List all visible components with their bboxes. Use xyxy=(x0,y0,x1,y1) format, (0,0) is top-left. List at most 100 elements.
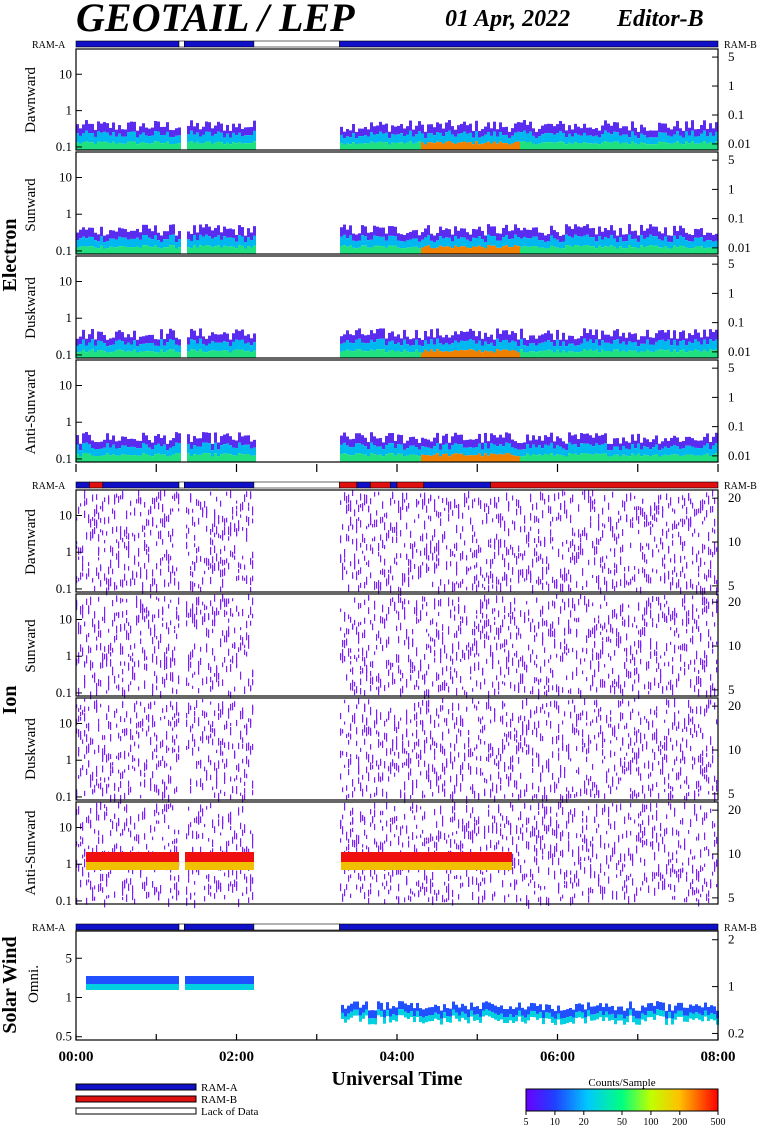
spectrogram-1-3 xyxy=(76,802,718,909)
y-tick-right-1-0-0: 20 xyxy=(728,490,741,505)
y-tick-right-0-2-0: 5 xyxy=(728,256,735,271)
mode-bar-1-1 xyxy=(89,481,104,489)
mode-bar-1-3 xyxy=(178,481,185,489)
panel-frame-1-0 xyxy=(75,489,719,593)
y-tick-right-1-3-2: 5 xyxy=(728,890,735,905)
y-tick-left-0-2-2: 0.1 xyxy=(56,347,72,362)
ram-label-sw-right: RAM-B xyxy=(724,923,757,934)
group-label-solar-wind: Solar Wind xyxy=(0,936,21,1033)
mode-bar-1-11 xyxy=(423,481,491,489)
y-tick-left-1-2-1: 1 xyxy=(66,752,73,767)
y-tick-right-0-3-2: 0.1 xyxy=(728,419,744,434)
panel-frame-1-3 xyxy=(75,801,719,905)
plot-title: GEOTAIL / LEP xyxy=(76,0,355,40)
colorbar-gradient xyxy=(525,1088,719,1112)
y-tick-right-0-0-1: 1 xyxy=(728,78,735,93)
spectrogram-0-2 xyxy=(76,328,718,358)
svg-text:Solar Wind: Solar Wind xyxy=(0,936,21,1033)
y-tick-right-0-3-0: 5 xyxy=(728,360,735,375)
mode-bar-2-2 xyxy=(184,923,255,931)
y-tick-left-1-0-1: 1 xyxy=(66,544,73,559)
y-tick-left-0-3-0: 10 xyxy=(59,378,72,393)
mode-bar-1-4 xyxy=(184,481,255,489)
mode-bar-2-3 xyxy=(253,923,340,931)
panel-frame-0-0 xyxy=(75,48,719,151)
mode-bar-1-8 xyxy=(369,481,391,489)
panel-label-e-duskward: Duskward xyxy=(23,277,39,339)
y-tick-right-0-3-1: 1 xyxy=(728,389,735,404)
y-tick-right-1-2-1: 10 xyxy=(728,742,741,757)
mode-bar-1-9 xyxy=(390,481,398,489)
x-tick-label-1: 02:00 xyxy=(219,1049,254,1065)
y-tick-left-0-1-1: 1 xyxy=(66,206,73,221)
y-tick-right-0-3-3: 0.01 xyxy=(728,448,751,463)
panel-label-sw-omni: Omni. xyxy=(26,965,42,1003)
mode-bar-1-10 xyxy=(396,481,425,489)
y-tick-right-1-0-1: 10 xyxy=(728,534,741,549)
colorbar-tick-0: 5 xyxy=(524,1117,529,1128)
svg-text:Electron: Electron xyxy=(0,219,21,292)
panel-label-i-sunward: Sunward xyxy=(23,619,39,673)
panel-frame-1-1 xyxy=(75,593,719,697)
legend-label-ram-b: RAM-B xyxy=(201,1094,237,1106)
y-tick-left-0-3-1: 1 xyxy=(66,414,73,429)
y-tick-left-1-3-0: 10 xyxy=(59,820,72,835)
x-tick-label-0: 00:00 xyxy=(59,1049,94,1065)
ram-label-sw-left: RAM-A xyxy=(32,923,66,934)
panel-label-e-sunward: Sunward xyxy=(23,178,39,232)
y-tick-right-0-1-0: 5 xyxy=(728,152,735,167)
mode-bar-2-1 xyxy=(178,923,185,931)
spectrogram-0-0 xyxy=(76,120,718,150)
y-tick-right-2-0-1: 1 xyxy=(728,979,735,994)
legend-swatch-lack xyxy=(75,1107,197,1115)
panel-frame-0-1 xyxy=(75,151,719,255)
colorbar-tick-6: 500 xyxy=(711,1117,726,1128)
panel-frame-1-2 xyxy=(75,697,719,801)
colorbar-tick-1: 10 xyxy=(550,1117,560,1128)
y-tick-left-1-1-0: 10 xyxy=(59,612,72,627)
mode-legend: RAM-A RAM-B Lack of Data xyxy=(75,1082,259,1118)
y-tick-right-1-1-2: 5 xyxy=(728,682,735,697)
mode-bar-2-0 xyxy=(75,923,180,931)
y-tick-right-0-0-0: 5 xyxy=(728,49,735,64)
colorbar: Counts/Sample 5 10 20 50 100 200 500 xyxy=(524,1077,726,1128)
y-tick-left-1-1-1: 1 xyxy=(66,648,73,663)
colorbar-tick-3: 50 xyxy=(617,1117,627,1128)
y-tick-right-0-1-2: 0.1 xyxy=(728,211,744,226)
y-tick-right-2-0-2: 0.2 xyxy=(728,1025,744,1040)
mode-bar-0-1 xyxy=(178,40,185,48)
y-tick-right-1-2-0: 20 xyxy=(728,698,741,713)
y-tick-right-1-0-2: 5 xyxy=(728,578,735,593)
y-tick-right-1-3-1: 10 xyxy=(728,846,741,861)
x-tick-label-2: 04:00 xyxy=(380,1049,415,1065)
y-tick-left-2-0-1: 1 xyxy=(66,989,73,1004)
y-tick-right-0-0-2: 0.1 xyxy=(728,107,744,122)
y-tick-left-0-1-2: 0.1 xyxy=(56,243,72,258)
colorbar-tick-4: 100 xyxy=(643,1117,658,1128)
y-tick-left-0-2-1: 1 xyxy=(66,310,73,325)
legend-label-lack: Lack of Data xyxy=(201,1106,259,1118)
mode-bar-1-5 xyxy=(253,481,340,489)
y-tick-right-0-2-1: 1 xyxy=(728,285,735,300)
mode-bar-0-3 xyxy=(253,40,340,48)
group-label-electron: Electron xyxy=(0,219,21,292)
mode-bar-1-12 xyxy=(490,481,719,489)
spectrogram-1-2 xyxy=(76,698,718,804)
panel-label-i-duskward: Duskward xyxy=(23,718,39,780)
spectrogram-1-1 xyxy=(76,594,718,700)
y-tick-right-1-2-2: 5 xyxy=(728,786,735,801)
y-tick-left-1-3-1: 1 xyxy=(66,856,73,871)
y-tick-left-0-0-0: 10 xyxy=(59,66,72,81)
mode-bar-1-0 xyxy=(75,481,90,489)
y-tick-right-1-1-0: 20 xyxy=(728,594,741,609)
y-tick-right-1-3-0: 20 xyxy=(728,802,741,817)
mode-bar-0-0 xyxy=(75,40,180,48)
mode-bar-0-2 xyxy=(184,40,255,48)
panel-label-i-antisunward: Anti-Sunward xyxy=(23,810,39,895)
mode-bar-1-6 xyxy=(339,481,358,489)
panel-label-e-antisunward: Anti-Sunward xyxy=(23,369,39,454)
panel-label-e-dawnward: Dawnward xyxy=(23,67,39,133)
colorbar-tick-5: 200 xyxy=(672,1117,687,1128)
ram-label-ion-left: RAM-A xyxy=(32,481,66,492)
